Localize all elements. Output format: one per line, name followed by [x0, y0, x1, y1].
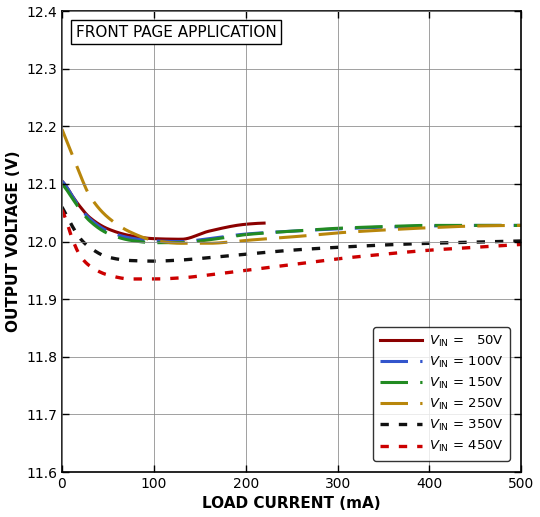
Y-axis label: OUTPUT VOLTAGE (V): OUTPUT VOLTAGE (V)	[5, 151, 21, 332]
Legend: $V_{\mathregular{IN}}$ =   50V, $V_{\mathregular{IN}}$ = 100V, $V_{\mathregular{: $V_{\mathregular{IN}}$ = 50V, $V_{\mathr…	[373, 327, 510, 461]
Text: FRONT PAGE APPLICATION: FRONT PAGE APPLICATION	[76, 25, 276, 40]
X-axis label: LOAD CURRENT (mA): LOAD CURRENT (mA)	[202, 496, 381, 511]
